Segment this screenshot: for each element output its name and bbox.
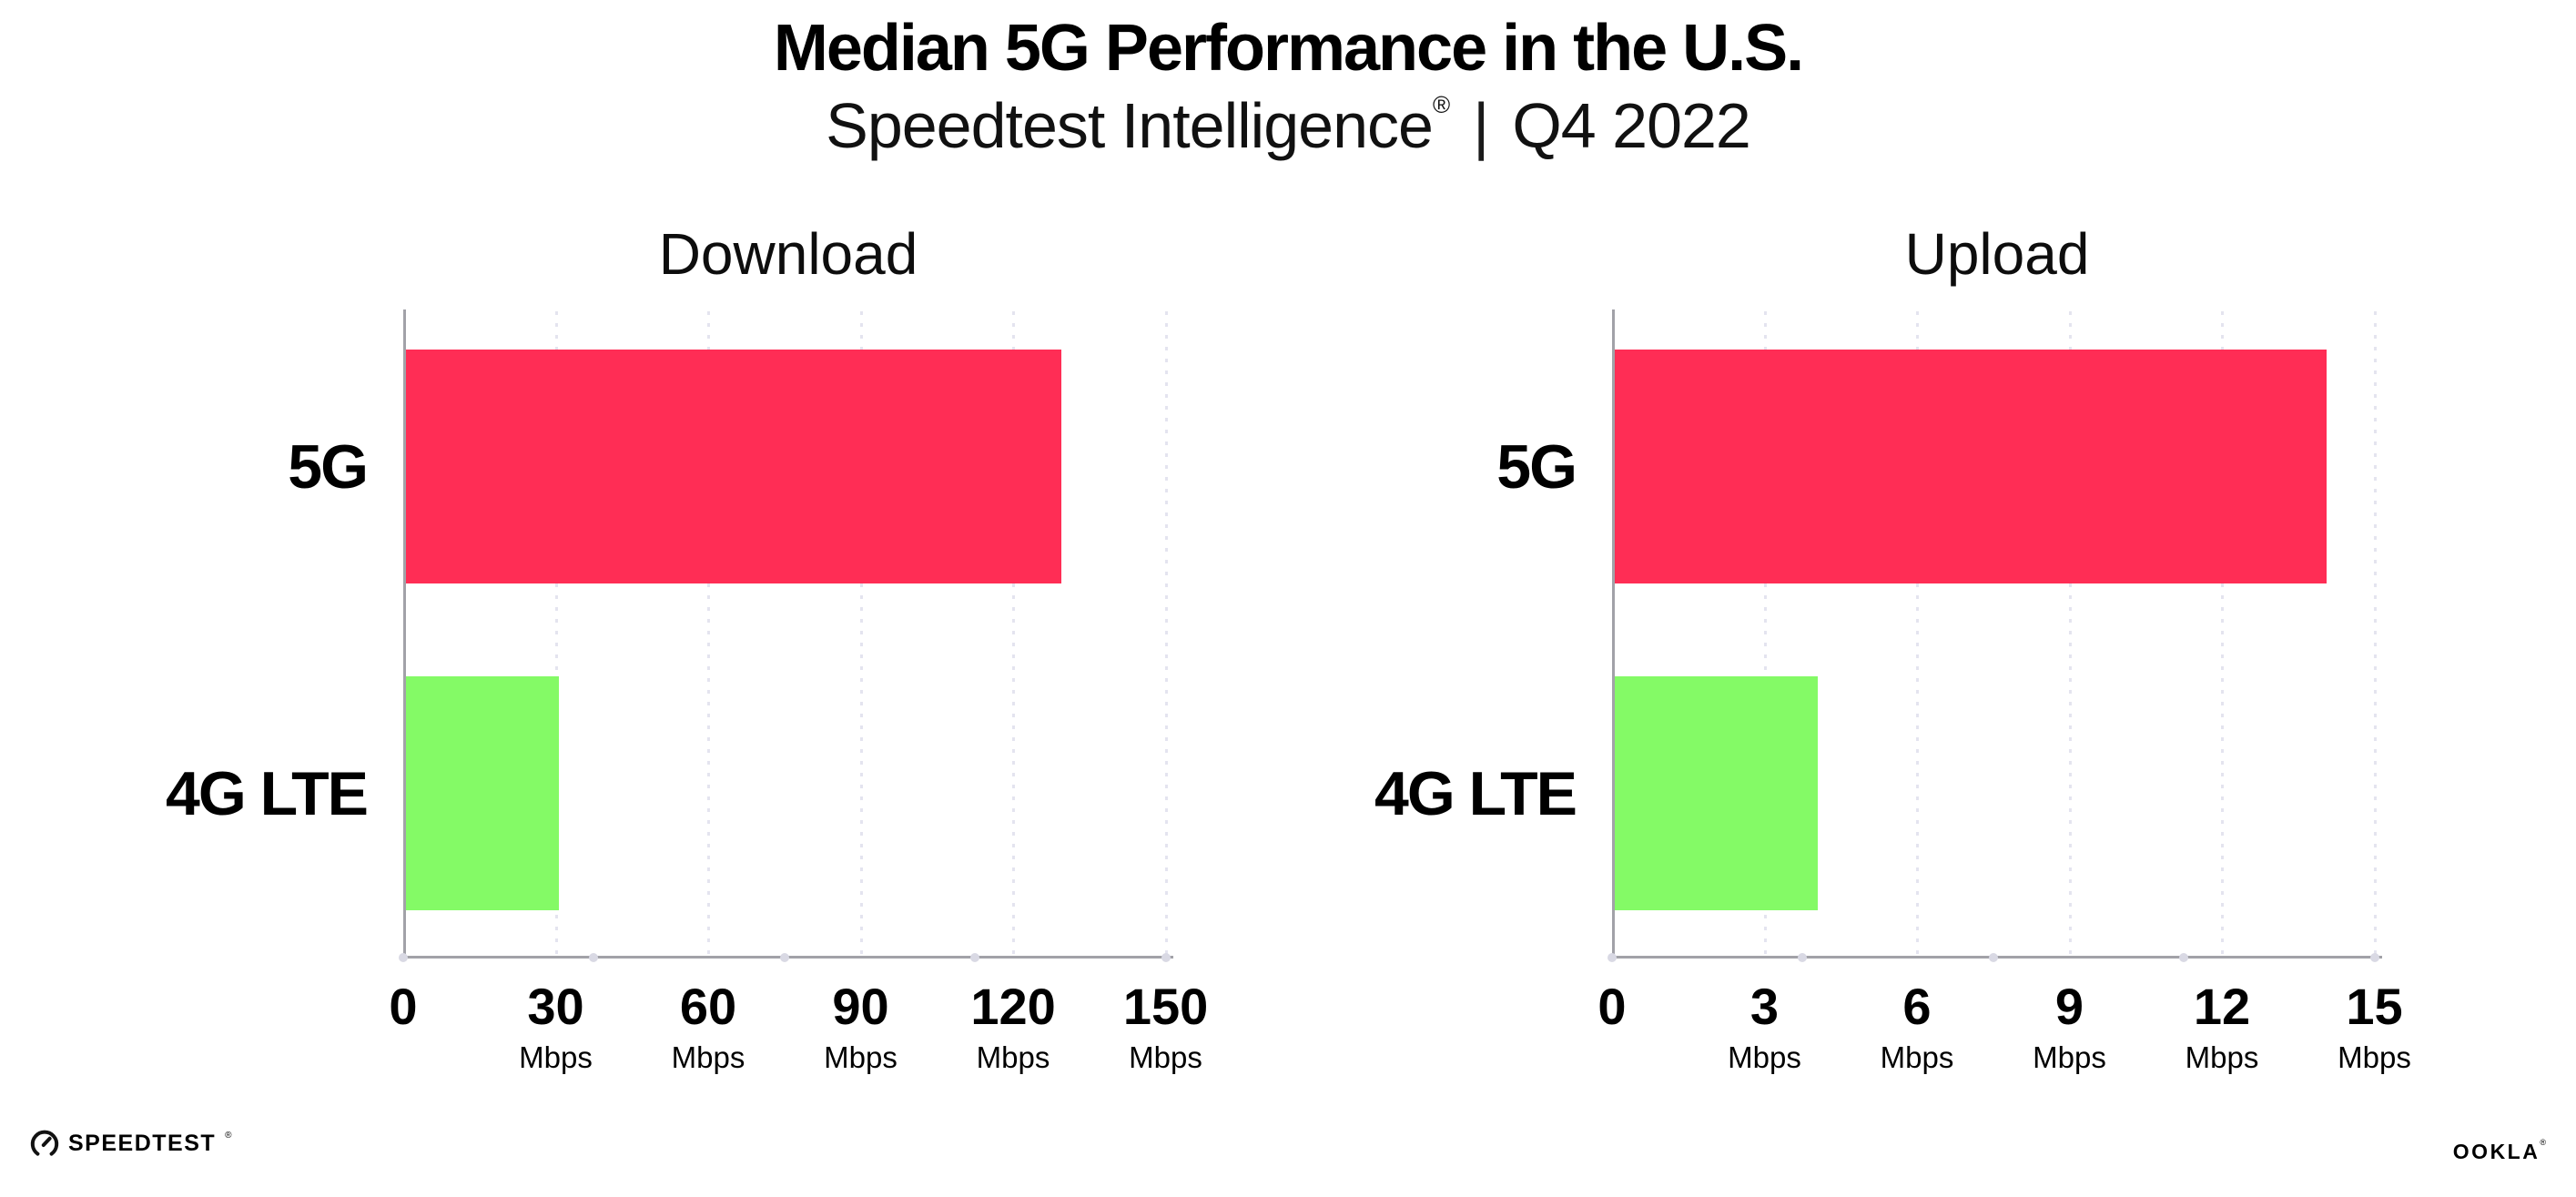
axis-tick-dot	[1798, 953, 1808, 962]
download-plot	[399, 309, 1173, 962]
gridline	[1916, 311, 1920, 956]
gridline	[1164, 311, 1168, 956]
page-title: Median 5G Performance in the U.S.	[773, 12, 1804, 85]
ookla-wordmark: OOKLA	[2452, 1140, 2541, 1163]
speedtest-registered-icon: ®	[225, 1130, 232, 1141]
y-axis-line	[403, 309, 406, 958]
x-tick-unit: Mbps	[519, 1040, 593, 1074]
subtitle-separator: |	[1473, 90, 1489, 161]
bar-4g-lte	[406, 676, 559, 910]
x-tick-value: 12	[2193, 978, 2251, 1035]
category-label-5g: 5G	[288, 431, 369, 502]
x-tick-value: 150	[1122, 978, 1209, 1035]
x-tick-9: 9 Mbps	[2033, 978, 2106, 1074]
bar-5g	[1615, 350, 2327, 583]
x-tick-6: 6 Mbps	[1880, 978, 1954, 1074]
speedtest-gauge-icon	[30, 1130, 59, 1156]
x-tick-value: 0	[1597, 978, 1627, 1035]
gridline	[554, 311, 558, 956]
gridline	[2373, 311, 2377, 956]
x-tick-12: 12 Mbps	[2185, 978, 2259, 1074]
x-tick-value: 15	[2346, 978, 2403, 1035]
x-tick-unit: Mbps	[1129, 1040, 1202, 1074]
axis-tick-dot	[1607, 953, 1617, 962]
x-tick-90: 90 Mbps	[824, 978, 898, 1074]
axis-tick-dot	[2179, 953, 2189, 962]
category-label-4g-lte: 4G LTE	[166, 758, 369, 828]
x-tick-unit: Mbps	[824, 1040, 898, 1074]
gridline	[1012, 311, 1016, 956]
axis-tick-dot	[1161, 953, 1171, 962]
gridline	[2068, 311, 2072, 956]
x-tick-0: 0	[389, 981, 417, 1032]
x-tick-value: 120	[970, 978, 1056, 1035]
x-tick-120: 120 Mbps	[970, 978, 1056, 1074]
subtitle: Speedtest Intelligence® | Q4 2022	[0, 90, 2576, 161]
x-tick-15: 15 Mbps	[2338, 978, 2411, 1074]
x-tick-value: 3	[1749, 978, 1780, 1035]
upload-plot	[1607, 309, 2382, 962]
gridline	[707, 311, 711, 956]
x-tick-unit: Mbps	[671, 1040, 745, 1074]
subtitle-brand: Speedtest Intelligence	[826, 90, 1434, 161]
axis-tick-dot	[399, 953, 408, 962]
gridline	[859, 311, 863, 956]
x-tick-value: 60	[679, 978, 737, 1035]
axis-tick-dot	[1988, 953, 1998, 962]
x-tick-unit: Mbps	[976, 1040, 1050, 1074]
y-axis-line	[1612, 309, 1615, 958]
x-tick-value: 30	[527, 978, 584, 1035]
subtitle-period: Q4 2022	[1512, 90, 1751, 161]
x-tick-0: 0	[1597, 981, 1626, 1032]
gridline	[1763, 311, 1767, 956]
axis-tick-dot	[779, 953, 789, 962]
x-tick-unit: Mbps	[2033, 1040, 2106, 1074]
axis-tick-dot	[970, 953, 980, 962]
ookla-registered-icon: ®	[2540, 1138, 2546, 1147]
category-label-5g: 5G	[1496, 431, 1577, 502]
bar-5g	[406, 350, 1062, 583]
axis-tick-dot	[2369, 953, 2379, 962]
x-tick-150: 150 Mbps	[1122, 978, 1209, 1074]
x-tick-value: 9	[2054, 978, 2084, 1035]
x-tick-unit: Mbps	[1728, 1040, 1801, 1074]
x-tick-value: 0	[389, 978, 418, 1035]
chart-title-upload: Upload	[1904, 221, 2090, 287]
x-tick-value: 90	[832, 978, 889, 1035]
axis-tick-dot	[589, 953, 599, 962]
x-tick-value: 6	[1902, 978, 1932, 1035]
x-tick-30: 30 Mbps	[519, 978, 593, 1074]
category-label-4g-lte: 4G LTE	[1374, 758, 1577, 828]
chart-title-download: Download	[658, 221, 918, 287]
bar-4g-lte	[1615, 676, 1819, 910]
registered-trademark-icon: ®	[1432, 91, 1450, 118]
x-tick-3: 3 Mbps	[1728, 978, 1801, 1074]
x-tick-unit: Mbps	[2185, 1040, 2259, 1074]
gridline	[2221, 311, 2225, 956]
x-tick-unit: Mbps	[2338, 1040, 2411, 1074]
ookla-logo: OOKLA ®	[2452, 1138, 2546, 1163]
speedtest-logo: SPEEDTEST ®	[30, 1129, 232, 1158]
x-tick-60: 60 Mbps	[671, 978, 745, 1074]
speedtest-wordmark: SPEEDTEST	[68, 1130, 217, 1156]
x-tick-unit: Mbps	[1880, 1040, 1954, 1074]
